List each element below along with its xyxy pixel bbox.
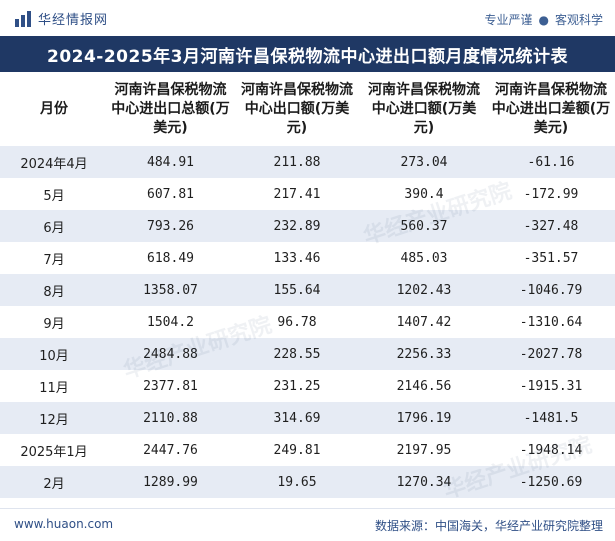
table-row: 7月 618.49 133.46 485.03 -351.57 <box>0 242 615 274</box>
total-cell: 2110.88 <box>108 402 233 434</box>
export-cell: 19.65 <box>233 466 361 498</box>
import-cell: 2256.33 <box>361 338 487 370</box>
table-row: 12月 2110.88 314.69 1796.19 -1481.5 <box>0 402 615 434</box>
month-cell: 11月 <box>0 370 108 402</box>
month-cell: 8月 <box>0 274 108 306</box>
table-row: 5月 607.81 217.41 390.4 -172.99 <box>0 178 615 210</box>
chart-logo-icon <box>15 10 31 27</box>
footer: www.huaon.com 数据来源：中国海关，华经产业研究院整理 <box>0 508 615 541</box>
month-cell: 5月 <box>0 178 108 210</box>
export-cell: 231.25 <box>233 370 361 402</box>
import-cell: 1202.43 <box>361 274 487 306</box>
export-cell: 133.46 <box>233 242 361 274</box>
tagline-left: 专业严谨 <box>484 13 533 27</box>
data-source: 数据来源：中国海关，华经产业研究院整理 <box>374 519 603 533</box>
export-cell: 228.55 <box>233 338 361 370</box>
export-cell: 211.88 <box>233 146 361 178</box>
export-cell: 96.78 <box>233 306 361 338</box>
website-link[interactable]: www.huaon.com <box>14 517 114 531</box>
total-cell: 2447.76 <box>108 434 233 466</box>
data-table: 月份 河南许昌保税物流中心进出口总额(万美元) 河南许昌保税物流中心出口额(万美… <box>0 72 615 530</box>
month-cell: 7月 <box>0 242 108 274</box>
tagline-separator: ● <box>538 13 549 27</box>
total-cell: 2484.88 <box>108 338 233 370</box>
total-cell: 618.49 <box>108 242 233 274</box>
total-cell: 1358.07 <box>108 274 233 306</box>
import-cell: 1270.34 <box>361 466 487 498</box>
balance-cell: -1046.79 <box>487 274 615 306</box>
table-row: 8月 1358.07 155.64 1202.43 -1046.79 <box>0 274 615 306</box>
balance-cell: -1250.69 <box>487 466 615 498</box>
total-cell: 607.81 <box>108 178 233 210</box>
export-cell: 314.69 <box>233 402 361 434</box>
column-header-import: 河南许昌保税物流中心进口额(万美元) <box>361 72 487 146</box>
import-cell: 485.03 <box>361 242 487 274</box>
logo[interactable]: 华经情报网 <box>14 9 108 28</box>
total-cell: 2377.81 <box>108 370 233 402</box>
total-cell: 1289.99 <box>108 466 233 498</box>
table-row: 9月 1504.2 96.78 1407.42 -1310.64 <box>0 306 615 338</box>
balance-cell: -1915.31 <box>487 370 615 402</box>
month-cell: 10月 <box>0 338 108 370</box>
month-cell: 2月 <box>0 466 108 498</box>
import-cell: 2146.56 <box>361 370 487 402</box>
export-cell: 155.64 <box>233 274 361 306</box>
import-cell: 2197.95 <box>361 434 487 466</box>
column-header-balance: 河南许昌保税物流中心进出口差额(万美元) <box>487 72 615 146</box>
import-cell: 1407.42 <box>361 306 487 338</box>
balance-cell: -1948.14 <box>487 434 615 466</box>
table-row: 2025年1月 2447.76 249.81 2197.95 -1948.14 <box>0 434 615 466</box>
balance-cell: -1481.5 <box>487 402 615 434</box>
month-cell: 2025年1月 <box>0 434 108 466</box>
import-cell: 390.4 <box>361 178 487 210</box>
table-row: 11月 2377.81 231.25 2146.56 -1915.31 <box>0 370 615 402</box>
export-cell: 232.89 <box>233 210 361 242</box>
table-row: 6月 793.26 232.89 560.37 -327.48 <box>0 210 615 242</box>
table-header-row: 月份 河南许昌保税物流中心进出口总额(万美元) 河南许昌保税物流中心出口额(万美… <box>0 72 615 146</box>
table-row: 2月 1289.99 19.65 1270.34 -1250.69 <box>0 466 615 498</box>
month-cell: 12月 <box>0 402 108 434</box>
export-cell: 249.81 <box>233 434 361 466</box>
export-cell: 217.41 <box>233 178 361 210</box>
logo-text: 华经情报网 <box>38 13 109 28</box>
balance-cell: -172.99 <box>487 178 615 210</box>
total-cell: 793.26 <box>108 210 233 242</box>
import-cell: 560.37 <box>361 210 487 242</box>
balance-cell: -327.48 <box>487 210 615 242</box>
page-title: 2024-2025年3月河南许昌保税物流中心进出口额月度情况统计表 <box>0 36 615 72</box>
table-row: 10月 2484.88 228.55 2256.33 -2027.78 <box>0 338 615 370</box>
balance-cell: -2027.78 <box>487 338 615 370</box>
tagline: 专业严谨 ● 客观科学 <box>484 11 603 28</box>
balance-cell: -1310.64 <box>487 306 615 338</box>
table-row: 2024年4月 484.91 211.88 273.04 -61.16 <box>0 146 615 178</box>
import-cell: 273.04 <box>361 146 487 178</box>
month-cell: 6月 <box>0 210 108 242</box>
balance-cell: -61.16 <box>487 146 615 178</box>
total-cell: 484.91 <box>108 146 233 178</box>
top-bar: 华经情报网 专业严谨 ● 客观科学 <box>0 0 615 36</box>
balance-cell: -351.57 <box>487 242 615 274</box>
column-header-total: 河南许昌保税物流中心进出口总额(万美元) <box>108 72 233 146</box>
column-header-export: 河南许昌保税物流中心出口额(万美元) <box>233 72 361 146</box>
column-header-month: 月份 <box>0 72 108 146</box>
month-cell: 2024年4月 <box>0 146 108 178</box>
total-cell: 1504.2 <box>108 306 233 338</box>
month-cell: 9月 <box>0 306 108 338</box>
tagline-right: 客观科学 <box>554 13 603 27</box>
import-cell: 1796.19 <box>361 402 487 434</box>
